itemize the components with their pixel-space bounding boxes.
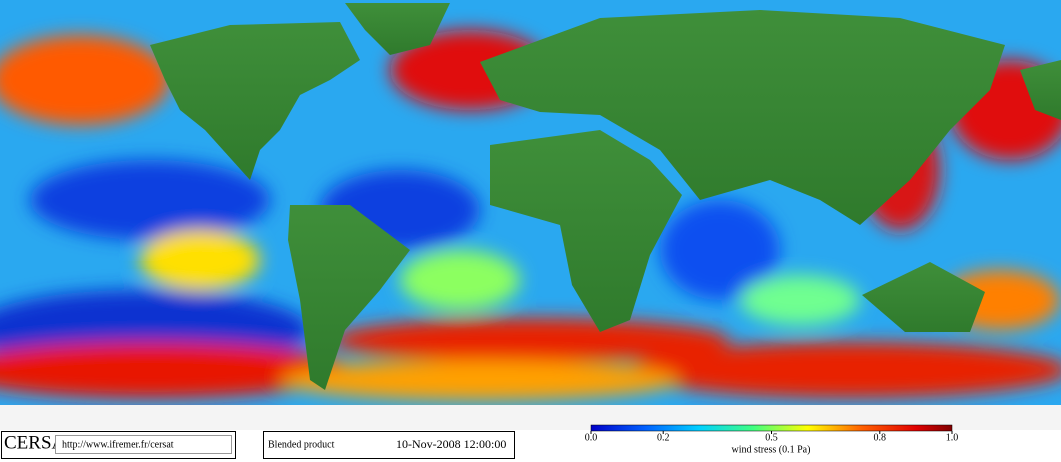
colorbar-ramp xyxy=(590,424,953,432)
colorbar-tick-label: 0.5 xyxy=(765,432,778,443)
colorbar-tick-label: 0.0 xyxy=(585,432,598,443)
colorbar: wind stress (0.1 Pa) 0.0 0.2 0.5 0.8 1.0 xyxy=(585,424,959,455)
product-name: Blended product xyxy=(268,439,335,450)
map xyxy=(0,0,1061,430)
colorbar-tick-label: 0.8 xyxy=(874,432,887,443)
colorbar-label: wind stress (0.1 Pa) xyxy=(732,444,811,455)
land xyxy=(150,3,1061,390)
colorbar-tick-label: 1.0 xyxy=(946,432,959,443)
colorbar-tick-label: 0.2 xyxy=(657,432,670,443)
url[interactable]: http://www.ifremer.fr/cersat xyxy=(62,439,174,450)
url-field[interactable] xyxy=(55,435,232,454)
product-box xyxy=(263,431,515,459)
product-datetime: 10-Nov-2008 12:00:00 xyxy=(396,437,506,451)
